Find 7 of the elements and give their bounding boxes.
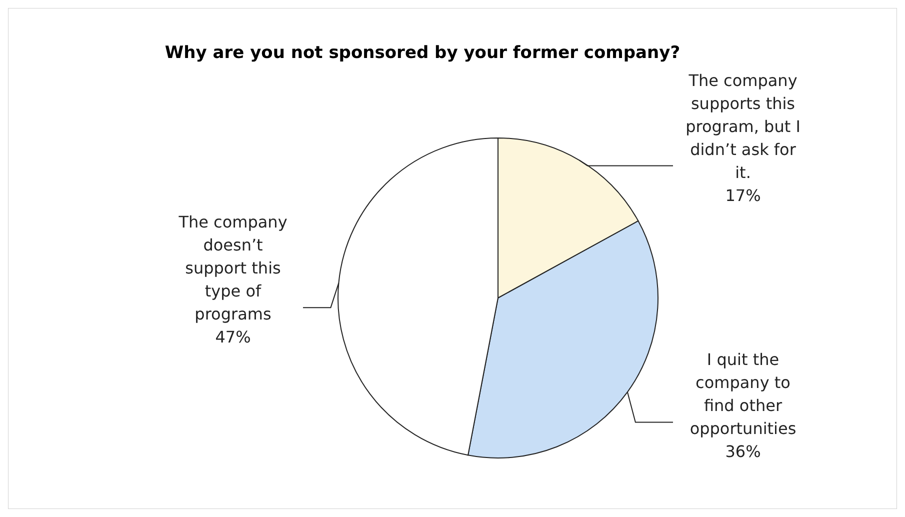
data-label: 47% bbox=[215, 328, 251, 347]
slice-label: I quit the company to find other opportunities bbox=[690, 350, 796, 438]
data-label: 36% bbox=[725, 442, 761, 462]
slice-label: The company doesn’t support this type of programs bbox=[178, 212, 288, 324]
data-label: 17% bbox=[725, 186, 761, 205]
chart-title: Why are you not sponsored by your former company? bbox=[164, 43, 680, 63]
slice-label: The company supports this program, but I didn’t ask for it. bbox=[686, 70, 800, 182]
